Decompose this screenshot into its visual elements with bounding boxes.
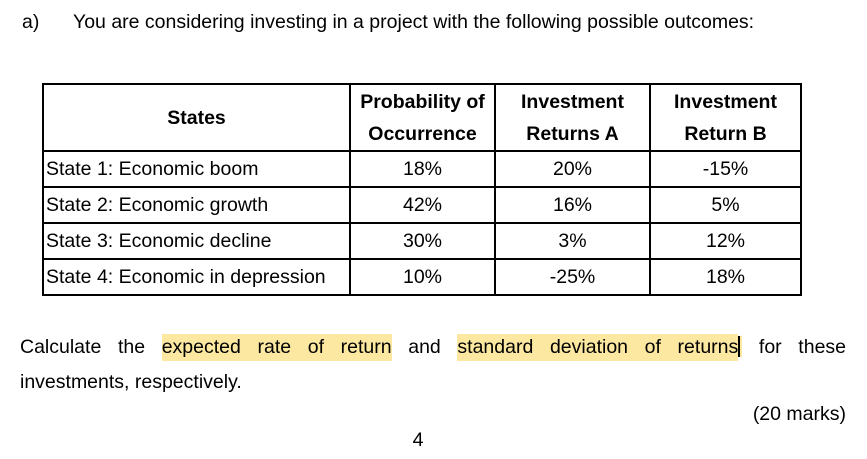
cell-return-b-3: 12% — [649, 222, 802, 260]
header-cell-return-b: Investment Return B — [649, 83, 802, 152]
header-returns-a-line1: Investment — [521, 90, 624, 113]
cell-return-b-2: 5% — [649, 186, 802, 224]
outcomes-table: States Probability of Occurrence Investm… — [42, 83, 802, 296]
table-row: State 1: Economic boom 18% 20% -15% — [42, 150, 802, 188]
question-label: a) — [22, 11, 40, 33]
instruction-segment-2: and — [391, 336, 458, 358]
cell-return-b-1: -15% — [649, 150, 802, 188]
cell-return-a-2: 16% — [494, 186, 651, 224]
instruction-segment-3: for these — [742, 336, 847, 358]
header-probability-line1: Probability of — [360, 90, 485, 113]
cell-state-2: State 2: Economic growth — [42, 186, 351, 224]
cell-return-b-4: 18% — [649, 258, 802, 296]
table-header-row: States Probability of Occurrence Investm… — [42, 83, 802, 152]
cell-probability-1: 18% — [349, 150, 496, 188]
cell-state-4: State 4: Economic in depression — [42, 258, 351, 296]
header-cell-probability: Probability of Occurrence — [349, 83, 496, 152]
cell-state-3: State 3: Economic decline — [42, 222, 351, 260]
highlight-expected-rate-of-return: expected rate of return — [161, 334, 392, 361]
question-text: You are considering investing in a proje… — [73, 11, 755, 33]
header-probability-line2: Occurrence — [368, 122, 477, 145]
text-cursor — [738, 336, 743, 357]
header-returns-a-line2: Returns A — [526, 122, 619, 145]
question-line: a) You are considering investing in a pro… — [22, 11, 754, 34]
header-return-b-line2: Return B — [684, 122, 767, 145]
table-row: State 2: Economic growth 42% 16% 5% — [42, 186, 802, 224]
instruction-line-1: Calculate the expected rate of return an… — [20, 334, 847, 361]
cell-state-1: State 1: Economic boom — [42, 150, 351, 188]
cell-return-a-4: -25% — [494, 258, 651, 296]
instruction-segment-1: Calculate the — [20, 336, 162, 358]
table-row: State 4: Economic in depression 10% -25%… — [42, 258, 802, 296]
cell-probability-2: 42% — [349, 186, 496, 224]
table-row: State 3: Economic decline 30% 3% 12% — [42, 222, 802, 260]
highlight-standard-deviation: standard deviation of returns — [457, 334, 739, 361]
header-states-label: States — [167, 106, 226, 129]
header-cell-states: States — [42, 83, 351, 152]
marks-label: (20 marks) — [752, 403, 846, 425]
cell-return-a-1: 20% — [494, 150, 651, 188]
cell-probability-3: 30% — [349, 222, 496, 260]
cell-return-a-3: 3% — [494, 222, 651, 260]
cell-probability-4: 10% — [349, 258, 496, 296]
instruction-line-2: investments, respectively. — [20, 371, 242, 393]
header-cell-returns-a: Investment Returns A — [494, 83, 651, 152]
page-number: 4 — [412, 429, 424, 451]
header-return-b-line1: Investment — [674, 90, 777, 113]
